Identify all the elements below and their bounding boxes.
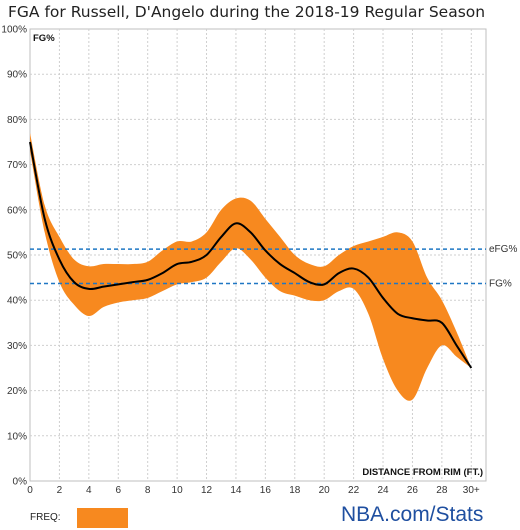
ref-label-efg: eFG% — [489, 244, 517, 255]
x-tick-label: 20 — [319, 485, 331, 496]
x-tick-label: 26 — [407, 485, 419, 496]
y-tick-label: 0% — [13, 477, 28, 488]
y-tick-labels: 0% 10% 20% 30% 40% 50% 60% 70% 80% 90% 100% — [1, 25, 27, 488]
y-tick-label: 60% — [7, 205, 27, 216]
legend-freq-swatch — [77, 508, 128, 528]
chart-title: FGA for Russell, D'Angelo during the 201… — [8, 3, 485, 21]
reference-lines: eFG% FG% — [30, 244, 517, 289]
y-tick-label: 70% — [7, 160, 27, 171]
x-tick-label: 22 — [348, 485, 360, 496]
x-tick-labels: 0 2 4 6 8 10 12 14 16 18 20 22 24 26 28 30+ — [27, 485, 480, 496]
y-tick-label: 90% — [7, 70, 27, 81]
y-axis-title: FG% — [33, 33, 55, 44]
x-tick-label: 10 — [172, 485, 184, 496]
x-tick-label: 0 — [27, 485, 33, 496]
y-tick-label: 100% — [1, 25, 27, 36]
x-tick-label: 16 — [260, 485, 272, 496]
y-tick-label: 40% — [7, 296, 27, 307]
freq-band — [30, 132, 472, 401]
fg-line — [29, 141, 473, 369]
x-tick-label: 2 — [57, 485, 63, 496]
legend-freq-label: FREQ: — [30, 512, 61, 523]
x-tick-label: 30+ — [463, 485, 480, 496]
freq-band-layer — [30, 132, 472, 401]
x-tick-label: 4 — [86, 485, 92, 496]
x-tick-label: 6 — [115, 485, 121, 496]
y-tick-label: 80% — [7, 115, 27, 126]
x-tick-label: 14 — [230, 485, 242, 496]
x-axis-title: DISTANCE FROM RIM (FT.) — [362, 467, 483, 478]
x-tick-label: 18 — [289, 485, 301, 496]
ref-label-fg: FG% — [489, 278, 512, 289]
nba-stats-brand: NBA.com/Stats — [341, 503, 483, 526]
x-tick-label: 12 — [201, 485, 213, 496]
x-tick-label: 8 — [145, 485, 151, 496]
x-tick-label: 24 — [377, 485, 389, 496]
y-tick-label: 10% — [7, 431, 27, 442]
fg-line-layer — [29, 141, 473, 369]
y-tick-label: 30% — [7, 341, 27, 352]
y-tick-label: 20% — [7, 386, 27, 397]
y-tick-label: 50% — [7, 251, 27, 262]
x-tick-label: 28 — [436, 485, 448, 496]
